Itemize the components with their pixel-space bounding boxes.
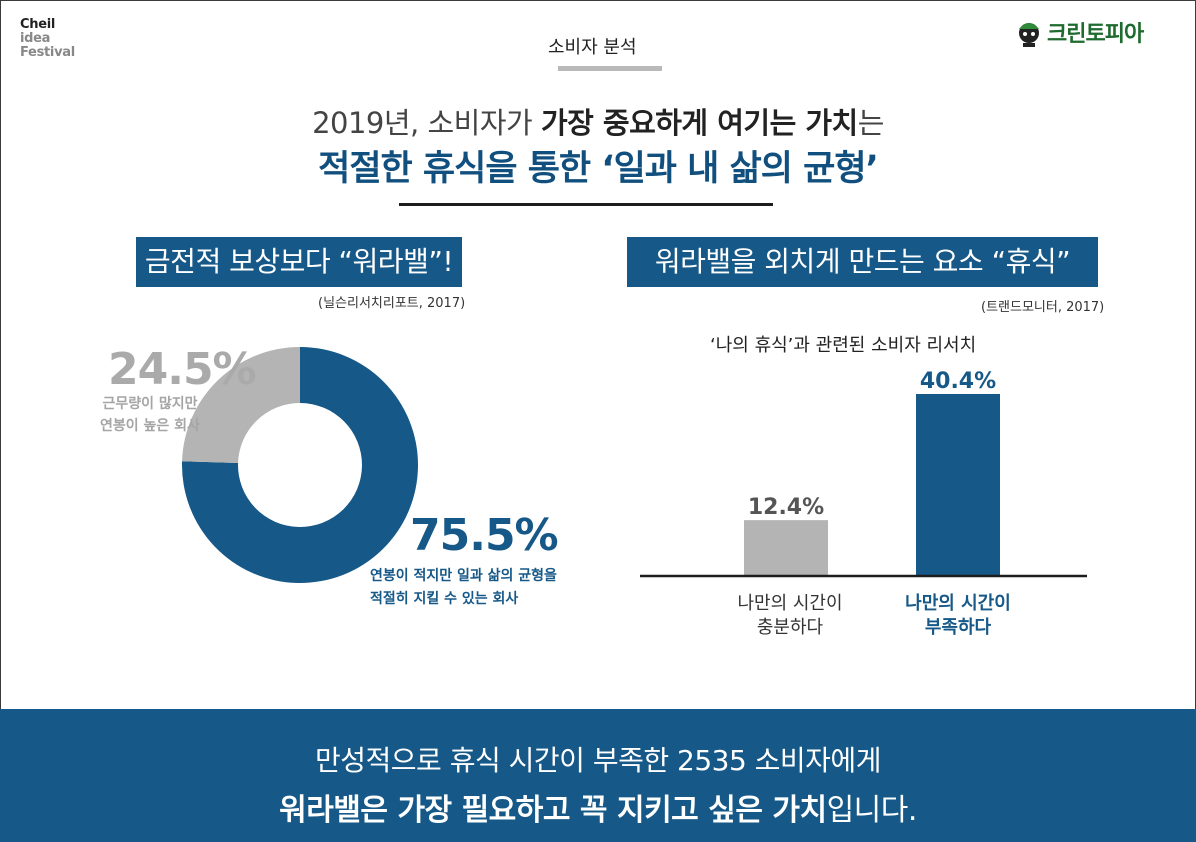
brand-line-1: Cheil (20, 17, 56, 32)
bar-category-enough-time: 나만의 시간이 충분하다 (720, 592, 860, 640)
right-banner: 워라밸을 외치게 만드는 요소 “휴식” (627, 237, 1098, 287)
bar-value-label-lack-time: 40.4% (920, 369, 996, 394)
donut-chart (182, 347, 418, 583)
client-logo-name: 크린토피아 (1047, 22, 1144, 47)
donut-desc-salary-line-2: 연봉이 높은 회사 (100, 418, 200, 434)
footer-line-1: 만성적으로 휴식 시간이 부족한 2535 소비자에게 (315, 744, 881, 777)
brand-line-3: Festival (20, 45, 75, 60)
donut-desc-worklife-line-1: 연봉이 적지만 일과 삶의 균형을 (370, 568, 557, 584)
bar-value-label-enough-time: 12.4% (748, 495, 824, 520)
bar-category-lack-time-line-1: 나만의 시간이 (905, 593, 1011, 614)
donut-value-label-worklife: 75.5% (410, 510, 559, 561)
bar-category-lack-time-line-2: 부족하다 (924, 617, 992, 638)
brand-line-2: idea (20, 31, 51, 46)
section-label: 소비자 분석 (548, 37, 637, 58)
left-banner: 금전적 보상보다 “워라밸”! (136, 237, 462, 287)
footer-line-2-bold: 워라밸은 가장 필요하고 꼭 지키고 싶은 가치 (279, 793, 827, 828)
headline-line-1: 2019년, 소비자가 가장 중요하게 여기는 가치는 (0, 100, 1196, 142)
footer-line-2-post: 입니다. (826, 793, 918, 828)
headline-line-1-bold: 가장 중요하게 여기는 가치 (540, 106, 858, 140)
bar-lack-time (916, 394, 1000, 576)
bar-category-enough-time-line-2: 충분하다 (756, 617, 824, 638)
bar-chart-title: ‘나의 휴식’과 관련된 소비자 리서치 (710, 335, 977, 356)
donut-slice-worklife (182, 347, 418, 583)
bar-chart: 12.4% 40.4% (640, 369, 1087, 578)
headline-line-1-pre: 2019년, 소비자가 (312, 106, 541, 140)
client-logo: 크린토피아 (1015, 14, 1145, 50)
bar-category-lack-time: 나만의 시간이 부족하다 (888, 592, 1028, 640)
right-source: (트랜드모니터, 2017) (981, 300, 1105, 315)
footer-line-2: 워라밸은 가장 필요하고 꼭 지키고 싶은 가치입니다. (0, 785, 1196, 829)
donut-desc-worklife: 연봉이 적지만 일과 삶의 균형을 적절히 지킬 수 있는 회사 (370, 565, 557, 611)
section-underline (558, 66, 662, 71)
donut-value-label-salary: 24.5% (108, 344, 257, 395)
mascot-icon (1019, 23, 1039, 47)
headline-line-2: 적절한 휴식을 통한 ‘일과 내 삶의 균형’ (318, 149, 879, 189)
donut-desc-worklife-line-2: 적절히 지킬 수 있는 회사 (370, 591, 519, 607)
cheil-idea-festival-logo: Cheil idea Festival (20, 18, 75, 60)
headline-line-1-post: 는 (857, 106, 885, 140)
bar-enough-time (744, 520, 828, 576)
footer-banner: 만성적으로 휴식 시간이 부족한 2535 소비자에게 워라밸은 가장 필요하고… (0, 709, 1196, 842)
headline-divider (399, 203, 773, 206)
donut-slice-salary (182, 347, 300, 464)
donut-desc-salary: 근무량이 많지만 연봉이 높은 회사 (80, 393, 220, 437)
donut-desc-salary-line-1: 근무량이 많지만 (102, 396, 198, 412)
left-source: (닐슨리서치리포트, 2017) (318, 296, 466, 311)
bar-category-enough-time-line-1: 나만의 시간이 (737, 593, 843, 614)
